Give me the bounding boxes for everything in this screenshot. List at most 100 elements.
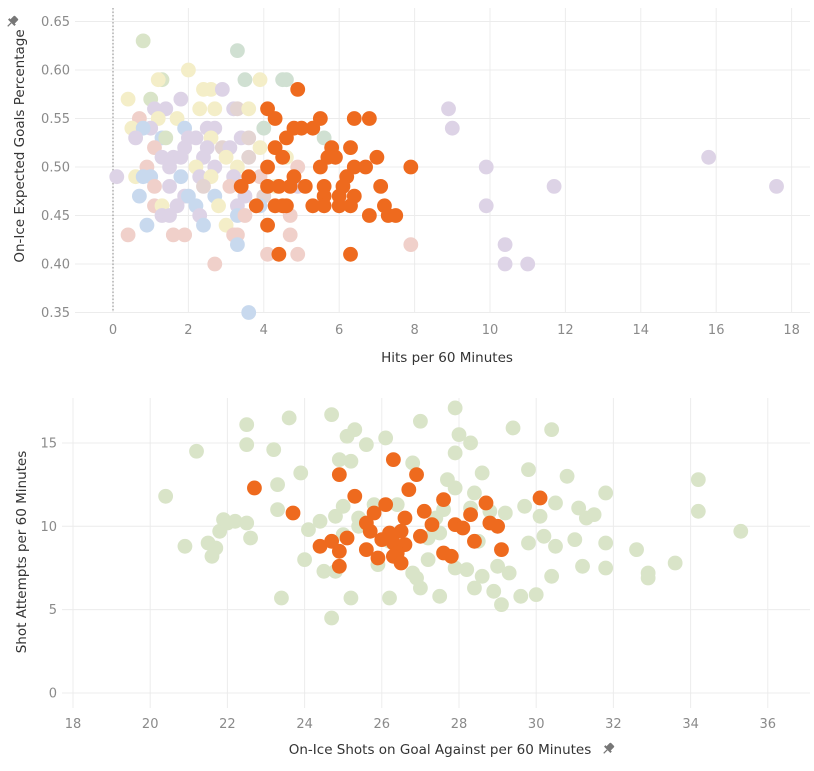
highlighted-data-point[interactable]	[416, 503, 432, 519]
data-point[interactable]	[173, 91, 189, 107]
data-point[interactable]	[241, 101, 257, 117]
data-point[interactable]	[297, 552, 312, 568]
highlighted-data-point[interactable]	[361, 111, 377, 126]
highlighted-data-point[interactable]	[358, 159, 373, 175]
data-point[interactable]	[162, 159, 177, 175]
data-point[interactable]	[451, 427, 467, 443]
data-point[interactable]	[769, 179, 784, 194]
data-point[interactable]	[274, 590, 289, 606]
highlighted-data-point[interactable]	[463, 507, 478, 523]
highlighted-data-point[interactable]	[271, 179, 287, 194]
data-point[interactable]	[598, 535, 614, 551]
highlighted-data-point[interactable]	[369, 149, 385, 165]
data-point[interactable]	[328, 508, 343, 524]
data-point[interactable]	[497, 505, 513, 521]
data-point[interactable]	[211, 198, 226, 214]
data-point[interactable]	[548, 495, 563, 511]
highlighted-data-point[interactable]	[455, 520, 471, 536]
data-point[interactable]	[447, 560, 463, 576]
data-point[interactable]	[690, 472, 706, 488]
highlighted-data-point[interactable]	[374, 532, 390, 548]
data-point[interactable]	[207, 256, 223, 272]
highlighted-data-point[interactable]	[260, 159, 275, 175]
data-point[interactable]	[567, 532, 583, 548]
data-point[interactable]	[447, 445, 463, 461]
data-point[interactable]	[331, 452, 347, 468]
data-point[interactable]	[690, 503, 706, 519]
data-point[interactable]	[324, 407, 340, 423]
data-point[interactable]	[222, 179, 238, 194]
highlighted-data-point[interactable]	[494, 542, 509, 558]
data-point[interactable]	[173, 149, 189, 165]
data-point[interactable]	[150, 72, 166, 88]
highlighted-data-point[interactable]	[328, 149, 343, 165]
data-point[interactable]	[214, 82, 230, 97]
highlighted-data-point[interactable]	[312, 538, 328, 554]
highlighted-data-point[interactable]	[279, 130, 294, 146]
data-point[interactable]	[162, 179, 177, 194]
highlighted-data-point[interactable]	[290, 82, 306, 97]
data-point[interactable]	[403, 237, 419, 253]
data-point[interactable]	[517, 498, 533, 514]
highlighted-data-point[interactable]	[347, 488, 363, 504]
highlighted-data-point[interactable]	[482, 515, 498, 531]
highlighted-data-point[interactable]	[403, 159, 419, 175]
data-point[interactable]	[505, 420, 521, 436]
highlighted-data-point[interactable]	[279, 198, 294, 214]
data-point[interactable]	[279, 72, 294, 88]
data-point[interactable]	[513, 588, 529, 604]
highlighted-data-point[interactable]	[343, 246, 358, 262]
data-point[interactable]	[270, 502, 285, 518]
highlighted-data-point[interactable]	[248, 198, 264, 214]
data-point[interactable]	[220, 515, 235, 531]
data-point[interactable]	[343, 590, 359, 606]
data-point[interactable]	[667, 555, 683, 571]
data-point[interactable]	[459, 562, 475, 578]
data-point[interactable]	[640, 570, 656, 586]
data-point[interactable]	[447, 400, 463, 416]
data-point[interactable]	[546, 179, 562, 194]
data-point[interactable]	[173, 169, 189, 185]
data-point[interactable]	[405, 455, 421, 471]
data-point[interactable]	[192, 101, 208, 117]
data-point[interactable]	[241, 305, 257, 320]
data-point[interactable]	[335, 498, 351, 514]
data-point[interactable]	[571, 500, 587, 516]
data-point[interactable]	[575, 558, 590, 574]
data-point[interactable]	[270, 477, 285, 493]
data-point[interactable]	[290, 246, 306, 262]
data-point[interactable]	[497, 256, 513, 272]
data-point[interactable]	[544, 422, 560, 438]
highlighted-data-point[interactable]	[247, 480, 262, 496]
data-point[interactable]	[413, 413, 428, 429]
data-point[interactable]	[520, 256, 536, 272]
data-point[interactable]	[241, 149, 257, 165]
data-point[interactable]	[177, 538, 193, 554]
highlighted-data-point[interactable]	[260, 217, 275, 233]
highlighted-data-point[interactable]	[343, 198, 358, 214]
data-point[interactable]	[358, 437, 374, 453]
data-point[interactable]	[256, 120, 272, 136]
data-point[interactable]	[598, 485, 614, 501]
data-point[interactable]	[578, 510, 594, 526]
data-point[interactable]	[200, 535, 216, 551]
data-point[interactable]	[139, 217, 155, 233]
data-point[interactable]	[189, 443, 204, 459]
highlighted-data-point[interactable]	[346, 111, 362, 126]
highlighted-data-point[interactable]	[331, 543, 347, 559]
highlighted-data-point[interactable]	[312, 159, 328, 175]
highlighted-data-point[interactable]	[233, 179, 249, 194]
top-chart-highlight-points[interactable]	[233, 82, 419, 262]
highlighted-data-point[interactable]	[331, 558, 347, 574]
data-point[interactable]	[128, 130, 144, 146]
highlighted-data-point[interactable]	[305, 120, 321, 136]
data-point[interactable]	[486, 583, 502, 599]
highlighted-data-point[interactable]	[285, 505, 301, 521]
highlighted-data-point[interactable]	[324, 533, 340, 549]
data-point[interactable]	[413, 580, 428, 596]
highlighted-data-point[interactable]	[409, 467, 424, 483]
highlighted-data-point[interactable]	[401, 482, 417, 498]
data-point[interactable]	[239, 437, 255, 453]
data-point[interactable]	[343, 453, 359, 469]
highlighted-data-point[interactable]	[378, 497, 394, 513]
